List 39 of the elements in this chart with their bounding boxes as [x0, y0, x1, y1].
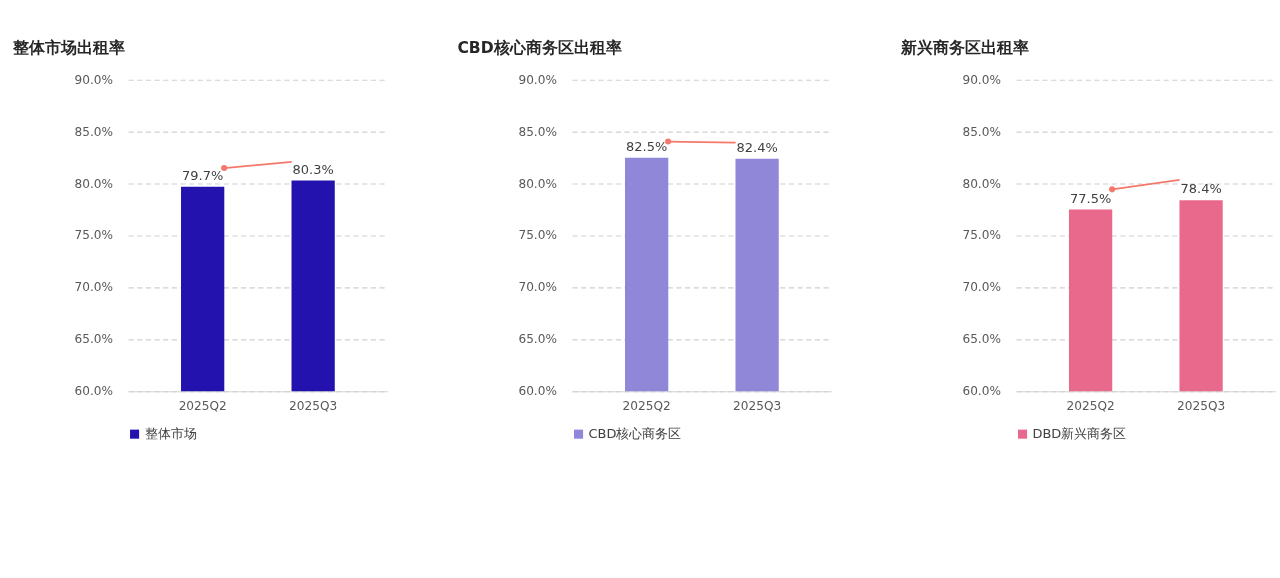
y-tick-label: 85.0%	[518, 124, 557, 139]
text: 82.4%	[736, 139, 778, 155]
y-tick-label: 90.0%	[74, 72, 113, 87]
text: 78.4%	[1180, 181, 1222, 197]
chart-title: 新兴商务区出租率	[900, 38, 1030, 57]
y-tick-label: 80.0%	[74, 176, 113, 191]
y-tick-label: 80.0%	[962, 176, 1001, 191]
y-tick-label: 90.0%	[518, 72, 557, 87]
legend-label: DBD新兴商务区	[1032, 426, 1127, 442]
y-tick-label: 65.0%	[962, 332, 1001, 347]
y-tick-label: 80.0%	[518, 176, 557, 191]
legend-label: 整体市场	[144, 426, 197, 442]
x-tick-label: 2025Q3	[1177, 398, 1226, 413]
y-tick-label: 70.0%	[518, 280, 557, 295]
chart-title: CBD核心商务区出租率	[457, 38, 622, 57]
y-tick-label: 60.0%	[962, 384, 1001, 399]
x-tick-label: 2025Q2	[622, 398, 671, 413]
y-tick-label: 90.0%	[962, 72, 1001, 87]
legend-label: CBD核心商务区	[588, 426, 682, 442]
y-tick-label: 85.0%	[962, 124, 1001, 139]
x-tick-label: 2025Q3	[289, 398, 338, 413]
text: 77.5%	[1070, 190, 1112, 206]
y-tick-label: 70.0%	[74, 280, 113, 295]
y-tick-label: 75.0%	[74, 228, 113, 243]
y-tick-label: 60.0%	[74, 384, 113, 399]
text: 80.3%	[292, 161, 334, 177]
chart-title: 整体市场出租率	[12, 38, 126, 57]
x-tick-label: 2025Q2	[178, 398, 227, 413]
y-tick-label: 85.0%	[74, 124, 113, 139]
text: 79.7%	[182, 167, 224, 183]
text: 82.5%	[626, 138, 668, 154]
x-tick-label: 2025Q3	[733, 398, 782, 413]
y-tick-label: 75.0%	[518, 228, 557, 243]
y-tick-label: 75.0%	[962, 228, 1001, 243]
y-tick-label: 60.0%	[518, 384, 557, 399]
x-tick-label: 2025Q2	[1066, 398, 1115, 413]
y-tick-label: 65.0%	[518, 332, 557, 347]
y-tick-label: 65.0%	[74, 332, 113, 347]
y-tick-label: 70.0%	[962, 280, 1001, 295]
